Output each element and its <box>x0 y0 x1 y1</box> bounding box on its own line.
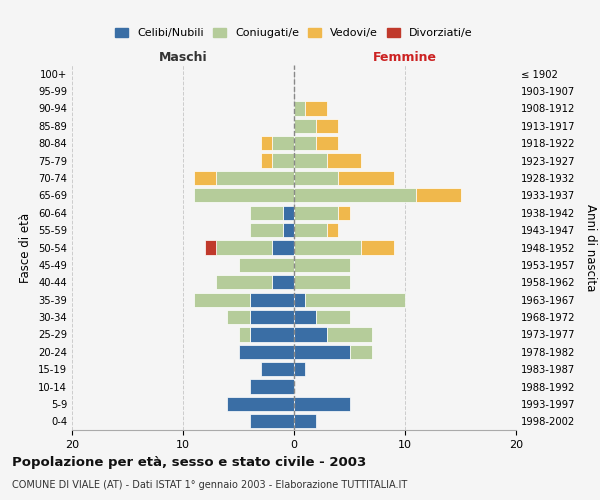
Bar <box>250 292 294 307</box>
Bar <box>216 171 294 185</box>
Bar <box>272 275 294 289</box>
Bar <box>294 206 338 220</box>
Text: Popolazione per età, sesso e stato civile - 2003: Popolazione per età, sesso e stato civil… <box>12 456 366 469</box>
Bar <box>416 188 461 202</box>
Legend: Celibi/Nubili, Coniugati/e, Vedovi/e, Divorziati/e: Celibi/Nubili, Coniugati/e, Vedovi/e, Di… <box>111 23 477 42</box>
Bar <box>283 223 294 237</box>
Y-axis label: Anni di nascita: Anni di nascita <box>584 204 596 291</box>
Text: COMUNE DI VIALE (AT) - Dati ISTAT 1° gennaio 2003 - Elaborazione TUTTITALIA.IT: COMUNE DI VIALE (AT) - Dati ISTAT 1° gen… <box>12 480 407 490</box>
Bar <box>338 206 349 220</box>
Bar <box>217 275 272 289</box>
Bar <box>250 414 294 428</box>
Bar <box>294 362 305 376</box>
Bar <box>194 292 250 307</box>
Bar <box>294 258 349 272</box>
Bar <box>338 171 394 185</box>
Bar <box>217 240 272 254</box>
Bar <box>294 328 328 342</box>
Bar <box>305 292 405 307</box>
Bar <box>250 328 294 342</box>
Bar <box>250 380 294 394</box>
Bar <box>239 258 294 272</box>
Bar <box>194 188 294 202</box>
Bar <box>305 102 328 116</box>
Bar <box>316 118 338 133</box>
Bar <box>294 118 316 133</box>
Bar <box>194 171 216 185</box>
Bar <box>250 223 283 237</box>
Bar <box>250 310 294 324</box>
Bar <box>294 154 328 168</box>
Bar <box>349 344 372 359</box>
Bar <box>294 136 316 150</box>
Text: Femmine: Femmine <box>373 51 437 64</box>
Bar <box>294 292 305 307</box>
Bar <box>328 223 338 237</box>
Bar <box>294 344 349 359</box>
Y-axis label: Fasce di età: Fasce di età <box>19 212 32 282</box>
Bar <box>250 206 283 220</box>
Bar <box>260 154 272 168</box>
Bar <box>294 240 361 254</box>
Bar <box>361 240 394 254</box>
Bar <box>272 240 294 254</box>
Bar <box>294 223 328 237</box>
Bar <box>328 154 361 168</box>
Bar <box>239 344 294 359</box>
Bar <box>283 206 294 220</box>
Bar <box>272 154 294 168</box>
Bar <box>294 275 349 289</box>
Bar <box>239 328 250 342</box>
Bar <box>294 397 349 411</box>
Bar <box>328 328 372 342</box>
Bar <box>227 310 250 324</box>
Bar <box>227 397 294 411</box>
Bar <box>294 310 316 324</box>
Bar <box>205 240 216 254</box>
Bar <box>272 136 294 150</box>
Text: Maschi: Maschi <box>158 51 208 64</box>
Bar <box>294 171 338 185</box>
Bar <box>316 136 338 150</box>
Bar <box>294 414 316 428</box>
Bar <box>260 362 294 376</box>
Bar <box>260 136 272 150</box>
Bar <box>294 102 305 116</box>
Bar <box>316 310 349 324</box>
Bar <box>294 188 416 202</box>
